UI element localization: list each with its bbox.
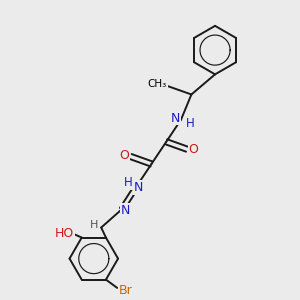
Text: N: N: [134, 181, 143, 194]
Text: CH₃: CH₃: [148, 79, 167, 89]
Text: H: H: [123, 176, 132, 189]
Text: H: H: [186, 117, 194, 130]
Text: O: O: [119, 149, 129, 163]
Text: N: N: [121, 204, 130, 217]
Text: Br: Br: [118, 284, 132, 297]
Text: H: H: [90, 220, 98, 230]
Text: HO: HO: [55, 227, 74, 240]
Text: N: N: [171, 112, 180, 124]
Text: O: O: [188, 143, 198, 156]
